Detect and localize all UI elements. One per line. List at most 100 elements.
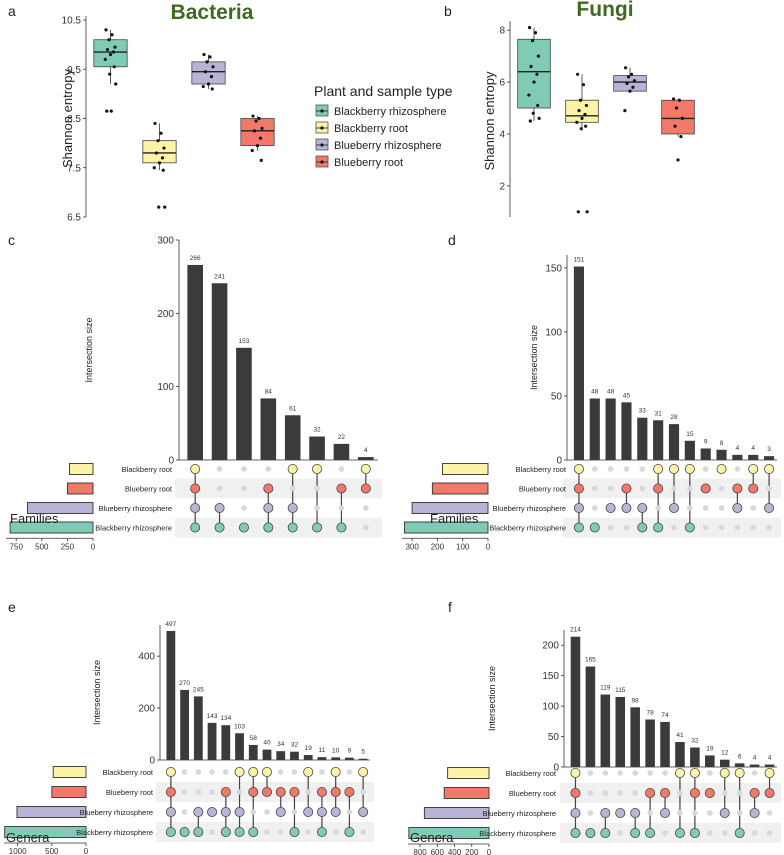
y-tick-label: 200 (157, 309, 174, 320)
y-axis-label: Intersection size (529, 325, 539, 390)
matrix-dot-active (764, 788, 775, 799)
matrix-dot-inactive (319, 769, 325, 775)
intersection-bar (236, 347, 252, 460)
matrix-dot-inactive (750, 524, 757, 531)
set-name-label: Blackberry rhizosphere (479, 829, 556, 838)
matrix-dot-inactive (692, 810, 698, 816)
matrix-dot-active (748, 463, 759, 474)
matrix-dot-inactive (721, 830, 728, 836)
matrix-dot-inactive (587, 810, 594, 816)
matrix-dot-inactive (338, 466, 345, 472)
legend-swatch-point (320, 143, 324, 147)
intersection-bar (573, 266, 584, 460)
set-name-label: Blueberry rhizosphere (80, 808, 153, 817)
data-point (259, 158, 263, 162)
intersection-bar (600, 694, 611, 767)
matrix-dot-active (238, 522, 249, 533)
set-name-label: Blackberry root (103, 768, 154, 777)
set-size-tick-label: 800 (413, 848, 427, 855)
intersection-bar (668, 424, 680, 460)
matrix-dot-active (674, 828, 685, 839)
intersection-bar (180, 689, 189, 760)
matrix-dot-active (637, 502, 648, 513)
data-point (257, 116, 261, 121)
y-axis-label: Shannon entropy (60, 68, 75, 168)
matrix-dot-active (358, 767, 369, 778)
matrix-dot-active (330, 787, 341, 798)
matrix-dot-active (653, 483, 664, 494)
matrix-dot-inactive (587, 790, 594, 796)
matrix-dot-active (716, 463, 727, 474)
data-point (677, 98, 682, 102)
matrix-dot-active (764, 502, 775, 513)
matrix-dot-active (165, 827, 176, 838)
y-tick-label: 0 (553, 763, 559, 774)
intersection-bar (660, 721, 670, 767)
set-size-axis-title: Families (430, 511, 479, 526)
set-size-tick-label: 600 (431, 848, 445, 855)
bar-value-label: 45 (623, 392, 631, 399)
matrix-dot-active (732, 502, 743, 513)
bar-value-label: 153 (239, 338, 250, 345)
matrix-dot-inactive (702, 524, 709, 531)
set-size-tick-label: 250 (61, 542, 75, 551)
matrix-dot-inactive (617, 790, 624, 796)
matrix-dot-inactive (766, 830, 773, 836)
intersection-bar (719, 759, 730, 767)
matrix-dot-inactive (264, 809, 270, 815)
set-size-tick-label: 0 (486, 542, 491, 551)
matrix-dot-active (704, 788, 715, 799)
matrix-dot-active (344, 787, 355, 798)
matrix-dot-active (190, 463, 201, 474)
data-point (529, 64, 533, 69)
matrix-dot-active (358, 807, 369, 818)
matrix-dot-active (621, 483, 632, 494)
intersection-bar (732, 454, 743, 460)
matrix-dot-active (630, 808, 641, 819)
intersection-bar (235, 733, 244, 760)
matrix-dot-active (684, 463, 695, 474)
matrix-dot-active (275, 807, 286, 818)
bar-value-label: 497 (165, 621, 176, 628)
set-size-bar (442, 463, 489, 475)
intersection-bar (211, 283, 228, 460)
set-name-label: Blueberry root (125, 485, 173, 494)
matrix-dot-active (573, 463, 584, 474)
bar-value-label: 31 (655, 410, 663, 417)
matrix-dot-active (700, 483, 711, 494)
data-point (105, 109, 109, 113)
bar-value-label: 214 (570, 627, 581, 634)
bar-value-label: 32 (691, 738, 699, 745)
matrix-dot-active (360, 463, 371, 474)
matrix-dot-inactive (181, 809, 188, 815)
intersection-bar (358, 457, 374, 460)
set-size-tick-label: 0 (84, 847, 89, 855)
matrix-dot-inactive (718, 505, 725, 511)
y-tick-label: 200 (542, 641, 559, 652)
matrix-dot-active (289, 827, 300, 838)
matrix-dot-active (193, 807, 204, 818)
matrix-dot-active (165, 807, 176, 818)
bar-value-label: 48 (591, 389, 599, 396)
data-point (111, 50, 116, 54)
matrix-dot-active (653, 522, 664, 533)
matrix-dot-active (637, 522, 648, 533)
bar-value-label: 74 (661, 712, 669, 719)
data-point (163, 205, 167, 209)
data-point (203, 70, 208, 74)
set-size-bar (411, 502, 489, 514)
legend-label: Blackberry root (334, 123, 408, 135)
matrix-dot-active (615, 808, 626, 819)
matrix-dot-inactive (702, 466, 709, 472)
matrix-dot-inactive (766, 524, 772, 531)
matrix-dot-active (573, 483, 584, 494)
data-point (250, 148, 254, 153)
intersection-bar (621, 402, 632, 460)
bar-value-label: 4 (768, 755, 772, 762)
set-name-label: Blueberry root (509, 789, 557, 798)
set-size-bar (66, 482, 94, 495)
matrix-row-shade (560, 783, 781, 803)
data-point (577, 109, 581, 113)
